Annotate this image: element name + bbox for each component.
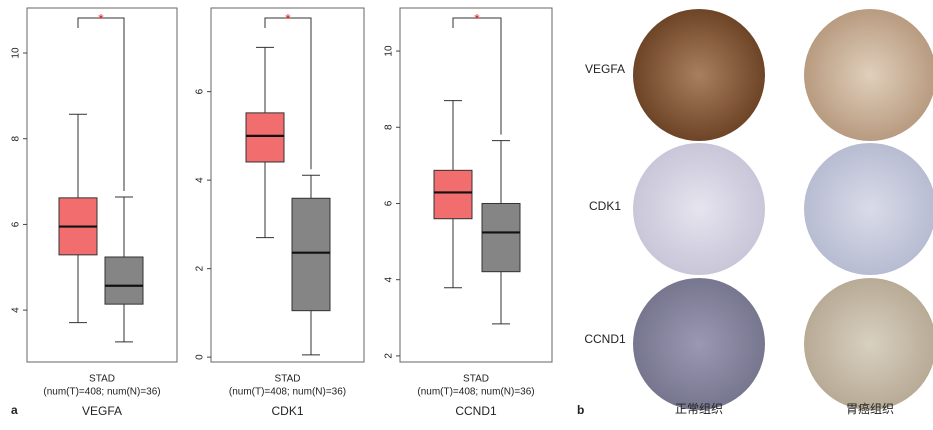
x-label: (num(T)=408; num(N)=36) [43, 387, 160, 398]
y-tick-label: 10 [11, 47, 22, 59]
x-label: STAD [275, 374, 301, 385]
significance-star: * [474, 11, 480, 27]
ihc-image [804, 278, 933, 410]
significance-bracket [453, 18, 501, 135]
chart-title: CDK1 [271, 404, 303, 418]
box [246, 113, 284, 162]
significance-bracket [78, 18, 124, 191]
y-tick-label: 8 [11, 135, 22, 141]
panel-label: b [577, 403, 584, 417]
y-tick-label: 6 [384, 200, 395, 206]
ihc-image [633, 143, 765, 275]
plot-frame [211, 8, 364, 362]
box [434, 170, 472, 218]
ihc-image [804, 143, 933, 275]
plot-frame [400, 8, 552, 362]
y-tick-label: 2 [384, 353, 395, 359]
plot-frame [27, 8, 177, 362]
x-label: (num(T)=408; num(N)=36) [417, 387, 534, 398]
ihc-image [633, 278, 765, 410]
y-tick-label: 10 [384, 45, 395, 57]
column-label: 胃癌组织 [846, 401, 894, 416]
x-label: (num(T)=408; num(N)=36) [229, 387, 346, 398]
column-label: 正常组织 [675, 402, 723, 416]
y-tick-label: 0 [195, 354, 206, 360]
y-tick-label: 4 [195, 177, 206, 183]
row-label: CDK1 [589, 199, 621, 213]
significance-star: * [285, 11, 291, 27]
y-tick-label: 4 [384, 276, 395, 282]
row-label: VEGFA [585, 62, 625, 76]
figure: a b 4 6 8 10 * STAD (num(T)=408; num(N)=36) VEG… [0, 0, 933, 425]
x-label: STAD [89, 374, 115, 385]
box [105, 257, 143, 304]
row-label: CCND1 [584, 332, 626, 346]
y-tick-label: 8 [384, 124, 395, 130]
ihc-image [633, 9, 765, 141]
ihc-image [804, 9, 933, 141]
box [292, 198, 330, 310]
box [482, 203, 520, 271]
panel-label: a [11, 403, 18, 417]
significance-star: * [98, 11, 104, 27]
y-tick-label: 2 [195, 265, 206, 271]
x-label: STAD [463, 374, 489, 385]
y-tick-label: 6 [11, 221, 22, 227]
y-tick-label: 4 [11, 307, 22, 313]
y-tick-label: 6 [195, 88, 206, 94]
chart-title: VEGFA [82, 404, 122, 418]
chart-title: CCND1 [455, 404, 497, 418]
